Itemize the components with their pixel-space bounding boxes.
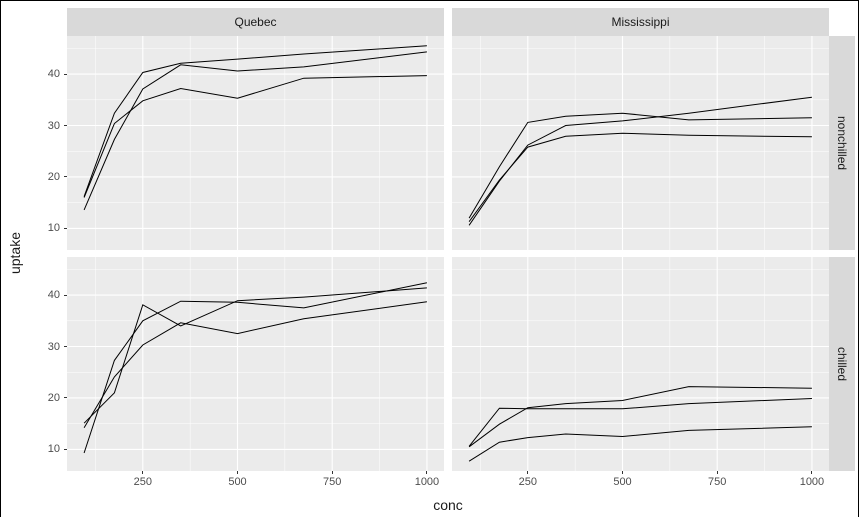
y-tick-label: 20 bbox=[47, 170, 60, 183]
data-line-mississippi_chilled-line-2 bbox=[468, 426, 812, 462]
data-line-quebec_nonchilled-line-1 bbox=[83, 75, 427, 198]
x-tick-label: 1000 bbox=[414, 476, 440, 488]
facet-strip-mississippi-label: Mississippi bbox=[611, 15, 670, 29]
panel-quebec-chilled bbox=[67, 257, 444, 471]
facet-strip-mississippi: Mississippi bbox=[452, 8, 829, 36]
plot-grid: Quebec Mississippi uptake 10 20 30 40 nonch… bbox=[5, 8, 855, 515]
y-axis-title-label: uptake bbox=[7, 232, 23, 275]
x-tick-label: 750 bbox=[708, 476, 727, 488]
data-line-mississippi_nonchilled-line-3 bbox=[468, 132, 812, 222]
x-tick-label: 750 bbox=[323, 476, 342, 488]
x-axis-mississippi: 250 500 750 1000 bbox=[452, 471, 829, 491]
x-tick-label: 1000 bbox=[799, 476, 825, 488]
facet-strip-chilled: chilled bbox=[829, 257, 855, 471]
x-tick-mark bbox=[331, 471, 333, 474]
x-axis-title: conc bbox=[67, 491, 829, 515]
x-axis-title-label: conc bbox=[433, 497, 463, 513]
x-tick-mark bbox=[142, 471, 144, 474]
facet-strip-chilled-label: chilled bbox=[835, 346, 849, 382]
facet-strip-nonchilled: nonchilled bbox=[829, 36, 855, 250]
x-tick-label: 500 bbox=[228, 476, 247, 488]
x-tick-mark bbox=[622, 471, 623, 474]
y-tick-label: 10 bbox=[47, 222, 60, 235]
x-tick-label: 500 bbox=[613, 476, 632, 488]
facet-strip-nonchilled-label: nonchilled bbox=[835, 115, 849, 171]
y-tick-mark bbox=[64, 227, 67, 229]
y-axis-bottom: 10 20 30 40 bbox=[25, 257, 67, 471]
x-tick-label: 250 bbox=[133, 476, 152, 488]
x-tick-mark bbox=[716, 471, 718, 474]
data-line-quebec_nonchilled-line-3 bbox=[83, 45, 427, 197]
data-line-mississippi_chilled-line-1 bbox=[468, 386, 812, 448]
x-tick-mark bbox=[527, 471, 529, 474]
data-line-quebec_chilled-line-3 bbox=[83, 287, 427, 424]
y-tick-label: 20 bbox=[47, 391, 60, 404]
facet-strip-quebec: Quebec bbox=[67, 8, 444, 36]
data-line-mississippi_chilled-line-3 bbox=[468, 398, 812, 447]
data-line-mississippi_nonchilled-line-1 bbox=[468, 96, 812, 226]
x-tick-mark bbox=[426, 471, 428, 474]
y-tick-mark bbox=[64, 448, 67, 450]
y-tick-label: 40 bbox=[47, 289, 60, 302]
y-tick-mark bbox=[64, 73, 67, 75]
y-tick-mark bbox=[64, 397, 67, 399]
panel-mississippi-nonchilled bbox=[452, 36, 829, 250]
y-tick-label: 40 bbox=[47, 68, 60, 81]
y-tick-label: 30 bbox=[47, 340, 60, 353]
y-tick-label: 30 bbox=[47, 119, 60, 132]
data-line-quebec_chilled-line-1 bbox=[83, 301, 427, 429]
y-tick-mark bbox=[64, 346, 67, 347]
y-tick-mark bbox=[64, 176, 67, 178]
y-tick-mark bbox=[64, 294, 67, 296]
data-line-quebec_nonchilled-line-2 bbox=[83, 51, 427, 211]
x-axis-quebec: 250 500 750 1000 bbox=[67, 471, 444, 491]
panel-quebec-nonchilled bbox=[67, 36, 444, 250]
facet-strip-quebec-label: Quebec bbox=[234, 15, 277, 29]
y-tick-label: 10 bbox=[47, 443, 60, 456]
x-tick-mark bbox=[811, 471, 813, 474]
y-tick-mark bbox=[64, 125, 67, 126]
y-axis-title: uptake bbox=[5, 36, 25, 471]
panel-mississippi-chilled bbox=[452, 257, 829, 471]
x-tick-label: 250 bbox=[518, 476, 537, 488]
y-axis-top: 10 20 30 40 bbox=[25, 36, 67, 250]
data-line-quebec_chilled-line-2 bbox=[83, 282, 428, 454]
data-line-mississippi_nonchilled-line-2 bbox=[468, 112, 812, 219]
x-tick-mark bbox=[237, 471, 238, 474]
